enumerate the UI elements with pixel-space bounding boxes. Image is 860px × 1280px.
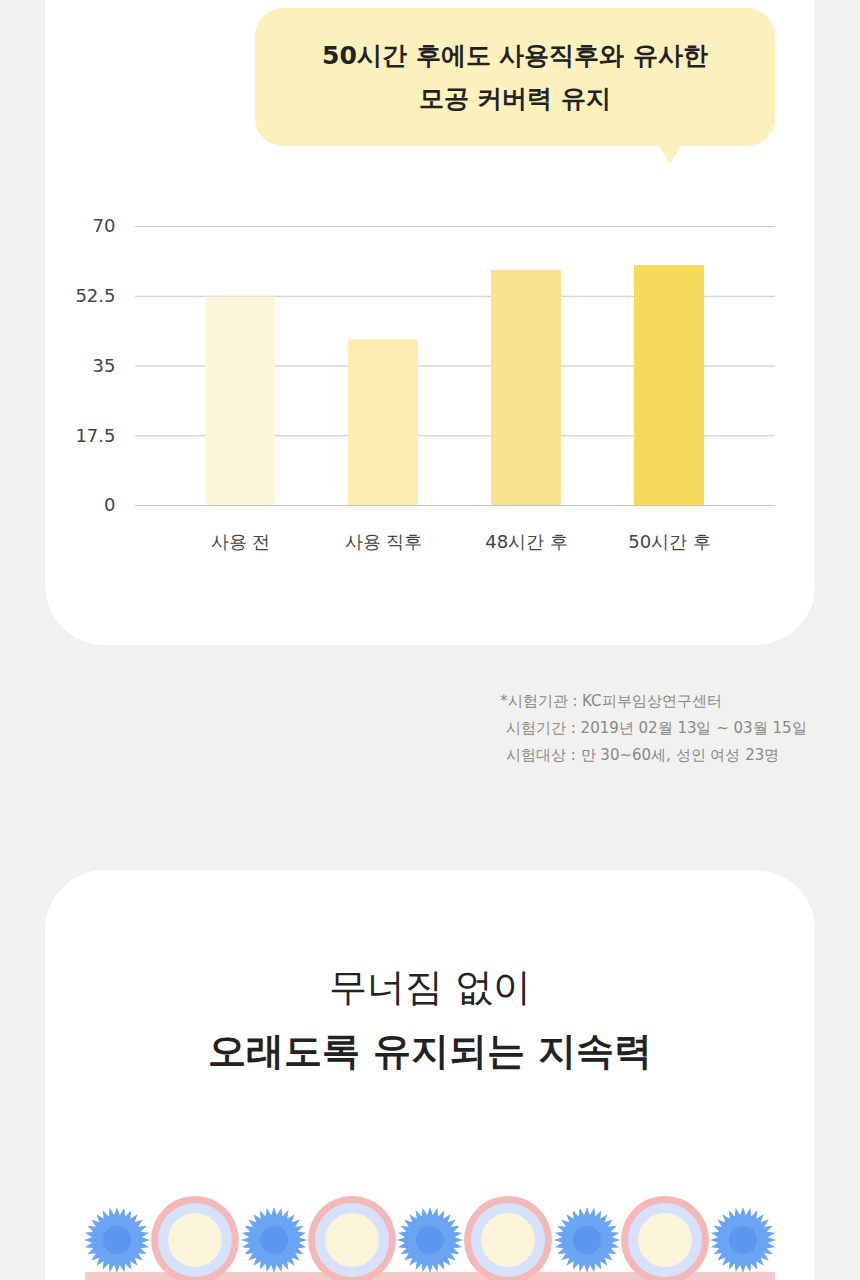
svg-text:사용 전: 사용 전 <box>211 531 271 552</box>
html-text:무너짐 없이: 무너짐 없이 <box>329 965 531 1009</box>
html-text:시험기간 : 2019년 02월 13일 ~ 03월 15일: 시험기간 : 2019년 02월 13일 ~ 03월 15일 <box>506 719 807 737</box>
svg-text:70: 70 <box>93 215 116 236</box>
html-text:*시험기관 : KC피부임상연구센터: *시험기관 : KC피부임상연구센터 <box>500 692 722 710</box>
svg-text:50시간 후: 50시간 후 <box>628 531 711 552</box>
html-text:시험대상 : 만 30~60세, 성인 여성 23명: 시험대상 : 만 30~60세, 성인 여성 23명 <box>506 746 780 764</box>
svg-text:17.5: 17.5 <box>75 425 115 446</box>
svg-text:사용 직후: 사용 직후 <box>345 531 423 552</box>
html-text:오래도록 유지되는 지속력: 오래도록 유지되는 지속력 <box>207 1029 653 1073</box>
svg-text:0: 0 <box>104 494 115 515</box>
svg-text:48시간 후: 48시간 후 <box>485 531 568 552</box>
svg-text:35: 35 <box>93 355 116 376</box>
svg-text:52.5: 52.5 <box>75 285 115 306</box>
html-text:50시간 후에도 사용직후와 유사한: 50시간 후에도 사용직후와 유사한 <box>322 41 708 70</box>
html-text:모공 커버력 유지: 모공 커버력 유지 <box>418 84 612 113</box>
